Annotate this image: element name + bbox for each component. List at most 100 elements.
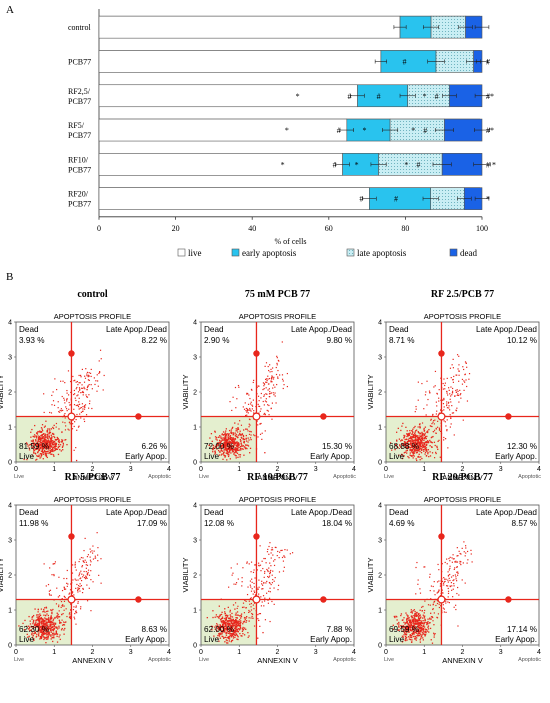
scatter-point bbox=[262, 388, 264, 391]
scatter-point bbox=[249, 430, 251, 433]
scatter-point bbox=[414, 432, 416, 435]
scatter-point bbox=[246, 593, 249, 596]
gate-center bbox=[252, 595, 261, 604]
scatter-point bbox=[63, 587, 66, 589]
y-tick-label: 4 bbox=[378, 503, 382, 510]
scatter-point bbox=[81, 592, 84, 594]
scatter-point bbox=[229, 620, 231, 622]
scatter-point bbox=[410, 450, 413, 452]
scatter-point bbox=[412, 445, 415, 447]
scatter-point bbox=[412, 623, 414, 625]
scatter-point bbox=[31, 636, 34, 638]
scatter-point bbox=[41, 636, 43, 638]
scatter-point bbox=[216, 444, 218, 446]
scatter-point bbox=[441, 589, 443, 591]
scatter-point bbox=[410, 629, 412, 631]
scatter-point bbox=[38, 431, 40, 433]
scatter-point bbox=[224, 449, 226, 451]
scatter-point bbox=[41, 449, 44, 452]
scatter-point bbox=[46, 452, 48, 455]
scatter-point bbox=[406, 452, 408, 454]
scatter-point bbox=[406, 617, 408, 620]
scatter-point bbox=[41, 447, 44, 449]
scatter-point bbox=[234, 624, 236, 627]
scatter-point bbox=[219, 626, 221, 628]
scatter-point bbox=[92, 552, 94, 554]
scatter-point bbox=[237, 621, 239, 623]
scatter-point bbox=[79, 558, 81, 560]
scatter-point bbox=[238, 386, 240, 388]
scatter-point bbox=[89, 551, 92, 553]
scatter-point bbox=[242, 629, 244, 631]
scatter-point bbox=[413, 632, 415, 634]
significance-mark: # bbox=[359, 195, 363, 204]
scatter-point bbox=[252, 617, 254, 619]
scatter-point bbox=[239, 624, 241, 627]
scatter-point bbox=[235, 633, 237, 635]
scatter-point bbox=[59, 622, 61, 624]
scatter-point bbox=[403, 629, 405, 631]
scatter-point bbox=[32, 626, 34, 628]
scatter-point bbox=[47, 638, 49, 640]
scatter-point bbox=[412, 620, 414, 622]
scatter-point bbox=[68, 429, 70, 431]
scatter-point bbox=[418, 448, 420, 450]
scatter-point bbox=[92, 558, 95, 560]
scatter-point bbox=[410, 446, 413, 448]
scatter-point bbox=[235, 430, 237, 432]
scatter-point bbox=[459, 389, 461, 391]
scatter-point bbox=[421, 441, 423, 443]
y-tick-label: 2 bbox=[193, 573, 197, 580]
scatter-point bbox=[29, 629, 31, 632]
scatter-point bbox=[86, 574, 89, 576]
scatter-point bbox=[422, 630, 425, 632]
quadrant-late-label: Late Apop./Dead bbox=[106, 325, 167, 334]
scatter-point bbox=[231, 449, 234, 452]
scatter-point bbox=[413, 620, 415, 622]
scatter-point bbox=[44, 435, 47, 437]
scatter-point bbox=[49, 449, 51, 451]
y-tick-label: 2 bbox=[193, 390, 197, 397]
scatter-point bbox=[208, 444, 211, 447]
scatter-point bbox=[236, 441, 238, 443]
scatter-point bbox=[266, 381, 268, 384]
scatter-point bbox=[410, 630, 413, 632]
scatter-point bbox=[405, 628, 407, 630]
scatter-point bbox=[46, 433, 49, 435]
scatter-point bbox=[216, 442, 219, 444]
scatter-point bbox=[267, 569, 269, 572]
scatter-point bbox=[48, 443, 51, 446]
scatter-point bbox=[43, 619, 45, 622]
scatter-point bbox=[82, 394, 84, 396]
scatter-point bbox=[60, 629, 63, 631]
scatter-point bbox=[259, 410, 261, 412]
scatter-point bbox=[458, 355, 460, 357]
scatter-point bbox=[416, 637, 418, 639]
scatter-point bbox=[409, 634, 411, 636]
scatter-point bbox=[423, 445, 425, 448]
scatter-point bbox=[438, 603, 440, 605]
scatter-point bbox=[77, 585, 80, 587]
significance-mark: # bbox=[337, 126, 341, 135]
scatter-point bbox=[82, 576, 84, 578]
scatter-point bbox=[41, 453, 43, 456]
scatter-point bbox=[435, 451, 437, 453]
scatter-point bbox=[450, 401, 452, 403]
scatter-point bbox=[47, 631, 49, 633]
scatter-point bbox=[269, 364, 271, 366]
scatter-point bbox=[442, 604, 444, 606]
scatter-point bbox=[82, 387, 84, 390]
scatter-point bbox=[227, 637, 230, 640]
scatter-point bbox=[80, 606, 82, 608]
scatter-point bbox=[419, 450, 421, 453]
scatter-point bbox=[236, 429, 238, 431]
scatter-point bbox=[41, 424, 44, 426]
scatter-point bbox=[81, 368, 83, 371]
scatter-point bbox=[235, 582, 238, 584]
scatter-point bbox=[45, 585, 47, 587]
scatter-point bbox=[463, 551, 465, 553]
scatter-point bbox=[235, 612, 237, 614]
scatter-point bbox=[242, 438, 245, 440]
scatter-point bbox=[42, 626, 44, 629]
scatter-point bbox=[46, 440, 49, 442]
